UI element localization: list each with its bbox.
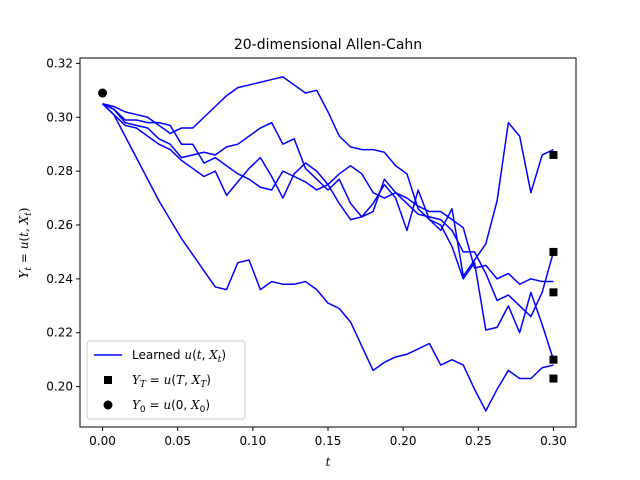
y-tick-label: 0.26	[46, 218, 73, 232]
x-tick-label: 0.00	[89, 434, 116, 448]
series-line-3	[102, 103, 555, 318]
x-tick-label: 0.25	[465, 434, 492, 448]
terminal-marker	[549, 150, 558, 159]
terminal-marker	[549, 288, 558, 297]
legend: Learned u(t, Xt) YT = u(T, XT) Y0 = u(0,…	[86, 340, 246, 420]
markers-group	[98, 88, 558, 383]
x-axis-ticks: 0.00 0.05 0.10 0.15 0.20 0.25 0.30	[89, 427, 567, 448]
legend-label-learned: Learned u(t, Xt)	[132, 348, 226, 365]
y-tick-label: 0.30	[46, 110, 73, 124]
series-group	[102, 76, 555, 412]
terminal-marker	[549, 374, 558, 383]
initial-marker	[98, 88, 108, 98]
y-tick-label: 0.20	[46, 380, 73, 394]
y-tick-label: 0.28	[46, 164, 73, 178]
x-tick-label: 0.05	[164, 434, 191, 448]
legend-circle-swatch	[103, 400, 113, 410]
series-line-4	[102, 103, 555, 360]
x-tick-label: 0.10	[239, 434, 266, 448]
series-line-2	[102, 76, 554, 277]
y-tick-label: 0.32	[46, 56, 73, 70]
legend-square-swatch	[104, 376, 112, 384]
series-line-5	[102, 103, 554, 412]
x-axis-label: t	[326, 455, 331, 469]
y-tick-label: 0.24	[46, 272, 73, 286]
x-tick-label: 0.15	[315, 434, 342, 448]
x-tick-label: 0.20	[390, 434, 417, 448]
terminal-marker	[549, 247, 558, 256]
chart-title: 20-dimensional Allen-Cahn	[234, 37, 422, 53]
y-axis-ticks: 0.20 0.22 0.24 0.26 0.28 0.30 0.32	[46, 56, 80, 394]
axes-frame	[79, 57, 577, 428]
y-tick-label: 0.22	[46, 326, 73, 340]
legend-label-initial: Y0 = u(0, X0)	[132, 398, 210, 415]
terminal-marker	[549, 355, 558, 364]
x-tick-label: 0.30	[540, 434, 567, 448]
legend-box	[86, 340, 246, 420]
legend-label-terminal: YT = u(T, XT)	[132, 373, 211, 390]
y-axis-label: Yt = u(t, Xt)	[17, 208, 34, 279]
